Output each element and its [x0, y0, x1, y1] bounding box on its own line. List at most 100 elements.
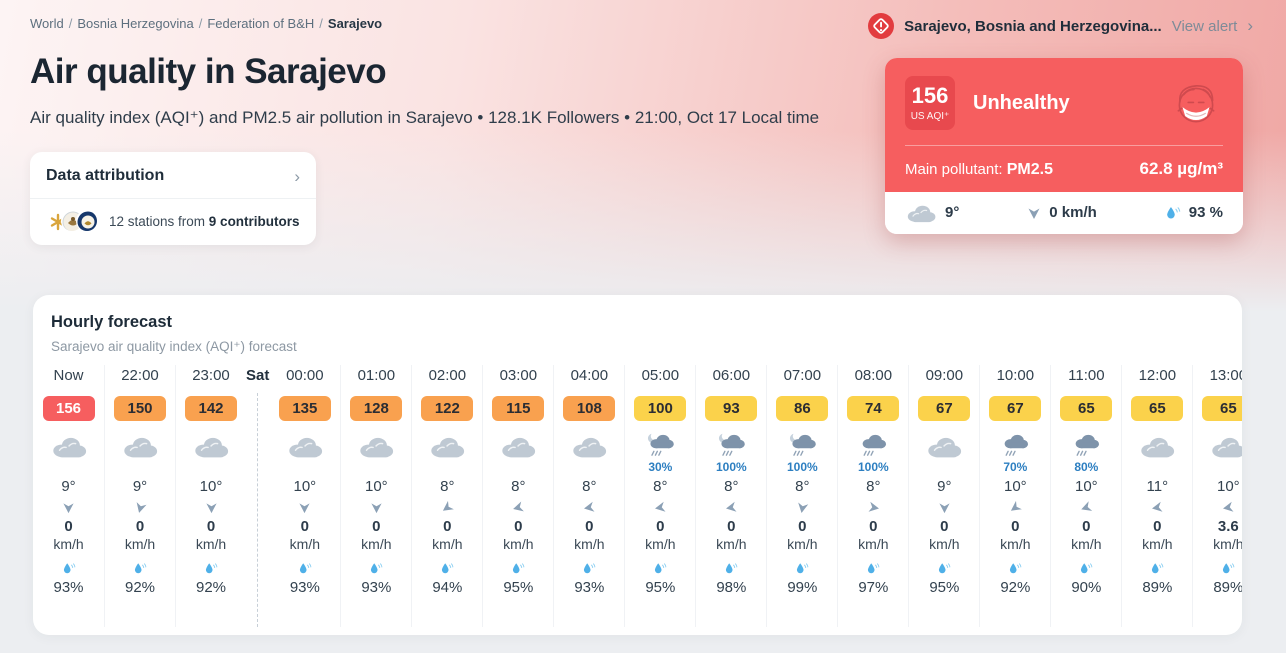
aqi-pill: 67 [918, 396, 971, 421]
data-attribution-header[interactable]: Data attribution › [30, 152, 316, 198]
forecast-column: 06:00 93 100% 8° 0 km/h 98% [695, 365, 766, 627]
weather-icon [121, 433, 159, 459]
aqi-pill: 65 [1131, 396, 1184, 421]
wind-direction-icon [134, 501, 147, 515]
wind-unit: km/h [1000, 536, 1031, 552]
temperature: 10° [365, 478, 388, 495]
humidity-icon [204, 561, 218, 576]
chevron-right-icon: › [294, 166, 300, 186]
breadcrumb: World / Bosnia Herzegovina / Federation of B… [30, 16, 382, 31]
temperature: 9° [61, 478, 76, 495]
temperature: 8° [724, 478, 739, 495]
aqi-pill: 142 [185, 396, 237, 421]
forecast-column: 03:00 115 8° 0 km/h 95% [482, 365, 553, 627]
wind-direction-icon [796, 501, 809, 515]
aqi-pill: 150 [114, 396, 166, 421]
weather-icon [286, 433, 324, 459]
wind-unit: km/h [195, 536, 227, 552]
page-title: Air quality in Sarajevo [30, 52, 387, 91]
humidity-icon [298, 561, 312, 576]
view-alert-link[interactable]: View alert [1171, 17, 1238, 35]
forecast-column: 23:00 142 10° 0 km/h 92% [175, 365, 246, 627]
humidity-icon [866, 561, 880, 576]
aqi-pill: 122 [421, 396, 474, 421]
current-aqi-red-section: 156 US AQI⁺ Unhealthy Main pollutant: PM… [885, 58, 1243, 192]
temperature: 10° [1075, 478, 1098, 495]
temperature: 11° [1146, 478, 1169, 495]
aqi-pill: 86 [776, 396, 829, 421]
weather-icon [712, 433, 750, 459]
precip-probability: 30% [648, 460, 673, 474]
mask-face-icon [1177, 85, 1215, 123]
forecast-column: 22:00 150 9° 0 km/h 92% [104, 365, 175, 627]
weather-icon [1138, 433, 1176, 459]
humidity-value: 95% [929, 579, 960, 596]
precip-probability: 100% [715, 460, 747, 474]
wind-direction-icon [583, 501, 596, 515]
humidity-value: 93% [53, 579, 84, 596]
humidity-value: 89% [1213, 579, 1242, 596]
temperature: 10° [293, 478, 317, 495]
alert-icon [868, 13, 895, 39]
weather-icon [192, 433, 230, 459]
wind-speed: 0 [300, 518, 310, 535]
breadcrumb-world[interactable]: World [30, 16, 64, 31]
weather-icon [357, 433, 395, 459]
forecast-time: 07:00 [783, 367, 822, 384]
wind-direction-icon [938, 501, 951, 515]
temperature: 10° [199, 478, 223, 495]
weather-icon [783, 433, 821, 459]
precip-probability: 100% [857, 460, 889, 474]
wind-unit: km/h [432, 536, 463, 552]
aqi-pill: 74 [847, 396, 900, 421]
weather-icon [428, 433, 466, 459]
forecast-column: 12:00 65 11° 0 km/h 89% [1121, 365, 1192, 627]
wind-direction-icon [867, 501, 880, 515]
weather-icon [925, 433, 963, 459]
data-attribution-title: Data attribution [46, 167, 165, 184]
weather-icon [854, 433, 892, 459]
wind-direction-icon [1080, 501, 1093, 515]
temperature: 8° [795, 478, 810, 495]
wind-speed: 0 [514, 518, 523, 535]
humidity-value: 94% [432, 579, 463, 596]
forecast-time: 01:00 [357, 367, 396, 384]
humidity-value: 99% [787, 579, 818, 596]
forecast-time: 13:00 [1209, 367, 1242, 384]
wind-direction-icon [654, 501, 667, 515]
breadcrumb-separator: / [319, 16, 323, 31]
forecast-column: 00:00 135 10° 0 km/h 93% [269, 365, 340, 627]
wind-direction-icon [298, 501, 311, 515]
wind-unit: km/h [1142, 536, 1173, 552]
breadcrumb-region[interactable]: Federation of B&H [207, 16, 315, 31]
breadcrumb-country[interactable]: Bosnia Herzegovina [77, 16, 194, 31]
forecast-subtitle: Sarajevo air quality index (AQI⁺) foreca… [51, 339, 297, 354]
divider [905, 145, 1223, 146]
cloud-icon [905, 202, 937, 223]
forecast-column: 09:00 67 9° 0 km/h 95% [908, 365, 979, 627]
aqi-pill: 67 [989, 396, 1042, 421]
aqi-pill: 65 [1060, 396, 1113, 421]
humidity-value: 95% [503, 579, 534, 596]
aqi-pill: 128 [350, 396, 403, 421]
humidity-value: 98% [716, 579, 747, 596]
divider [30, 198, 316, 199]
wind-unit: km/h [1071, 536, 1102, 552]
forecast-time: 23:00 [192, 367, 230, 384]
forecast-column: 02:00 122 8° 0 km/h 94% [411, 365, 482, 627]
alert-banner[interactable]: Sarajevo, Bosnia and Herzegovina... View… [868, 13, 1253, 39]
stations-summary: 12 stations from 9 contributors [109, 213, 300, 229]
forecast-columns-scroller[interactable]: Now 156 9° 0 km/h 93% 22:00 150 9° 0 km/… [33, 365, 1242, 627]
humidity-value: 93% [361, 579, 392, 596]
precip-probability: 70% [1003, 460, 1028, 474]
forecast-time: 08:00 [854, 367, 893, 384]
aqi-level-label: Unhealthy [973, 91, 1070, 114]
humidity-icon [653, 561, 667, 576]
wind-unit: km/h [574, 536, 605, 552]
wind-speed: 0 [443, 518, 452, 535]
weather-icon [50, 433, 88, 459]
current-wind: 0 km/h [1027, 204, 1097, 221]
wind-speed: 0 [135, 518, 145, 535]
temperature: 8° [653, 478, 668, 495]
forecast-column: 08:00 74 100% 8° 0 km/h 97% [837, 365, 908, 627]
